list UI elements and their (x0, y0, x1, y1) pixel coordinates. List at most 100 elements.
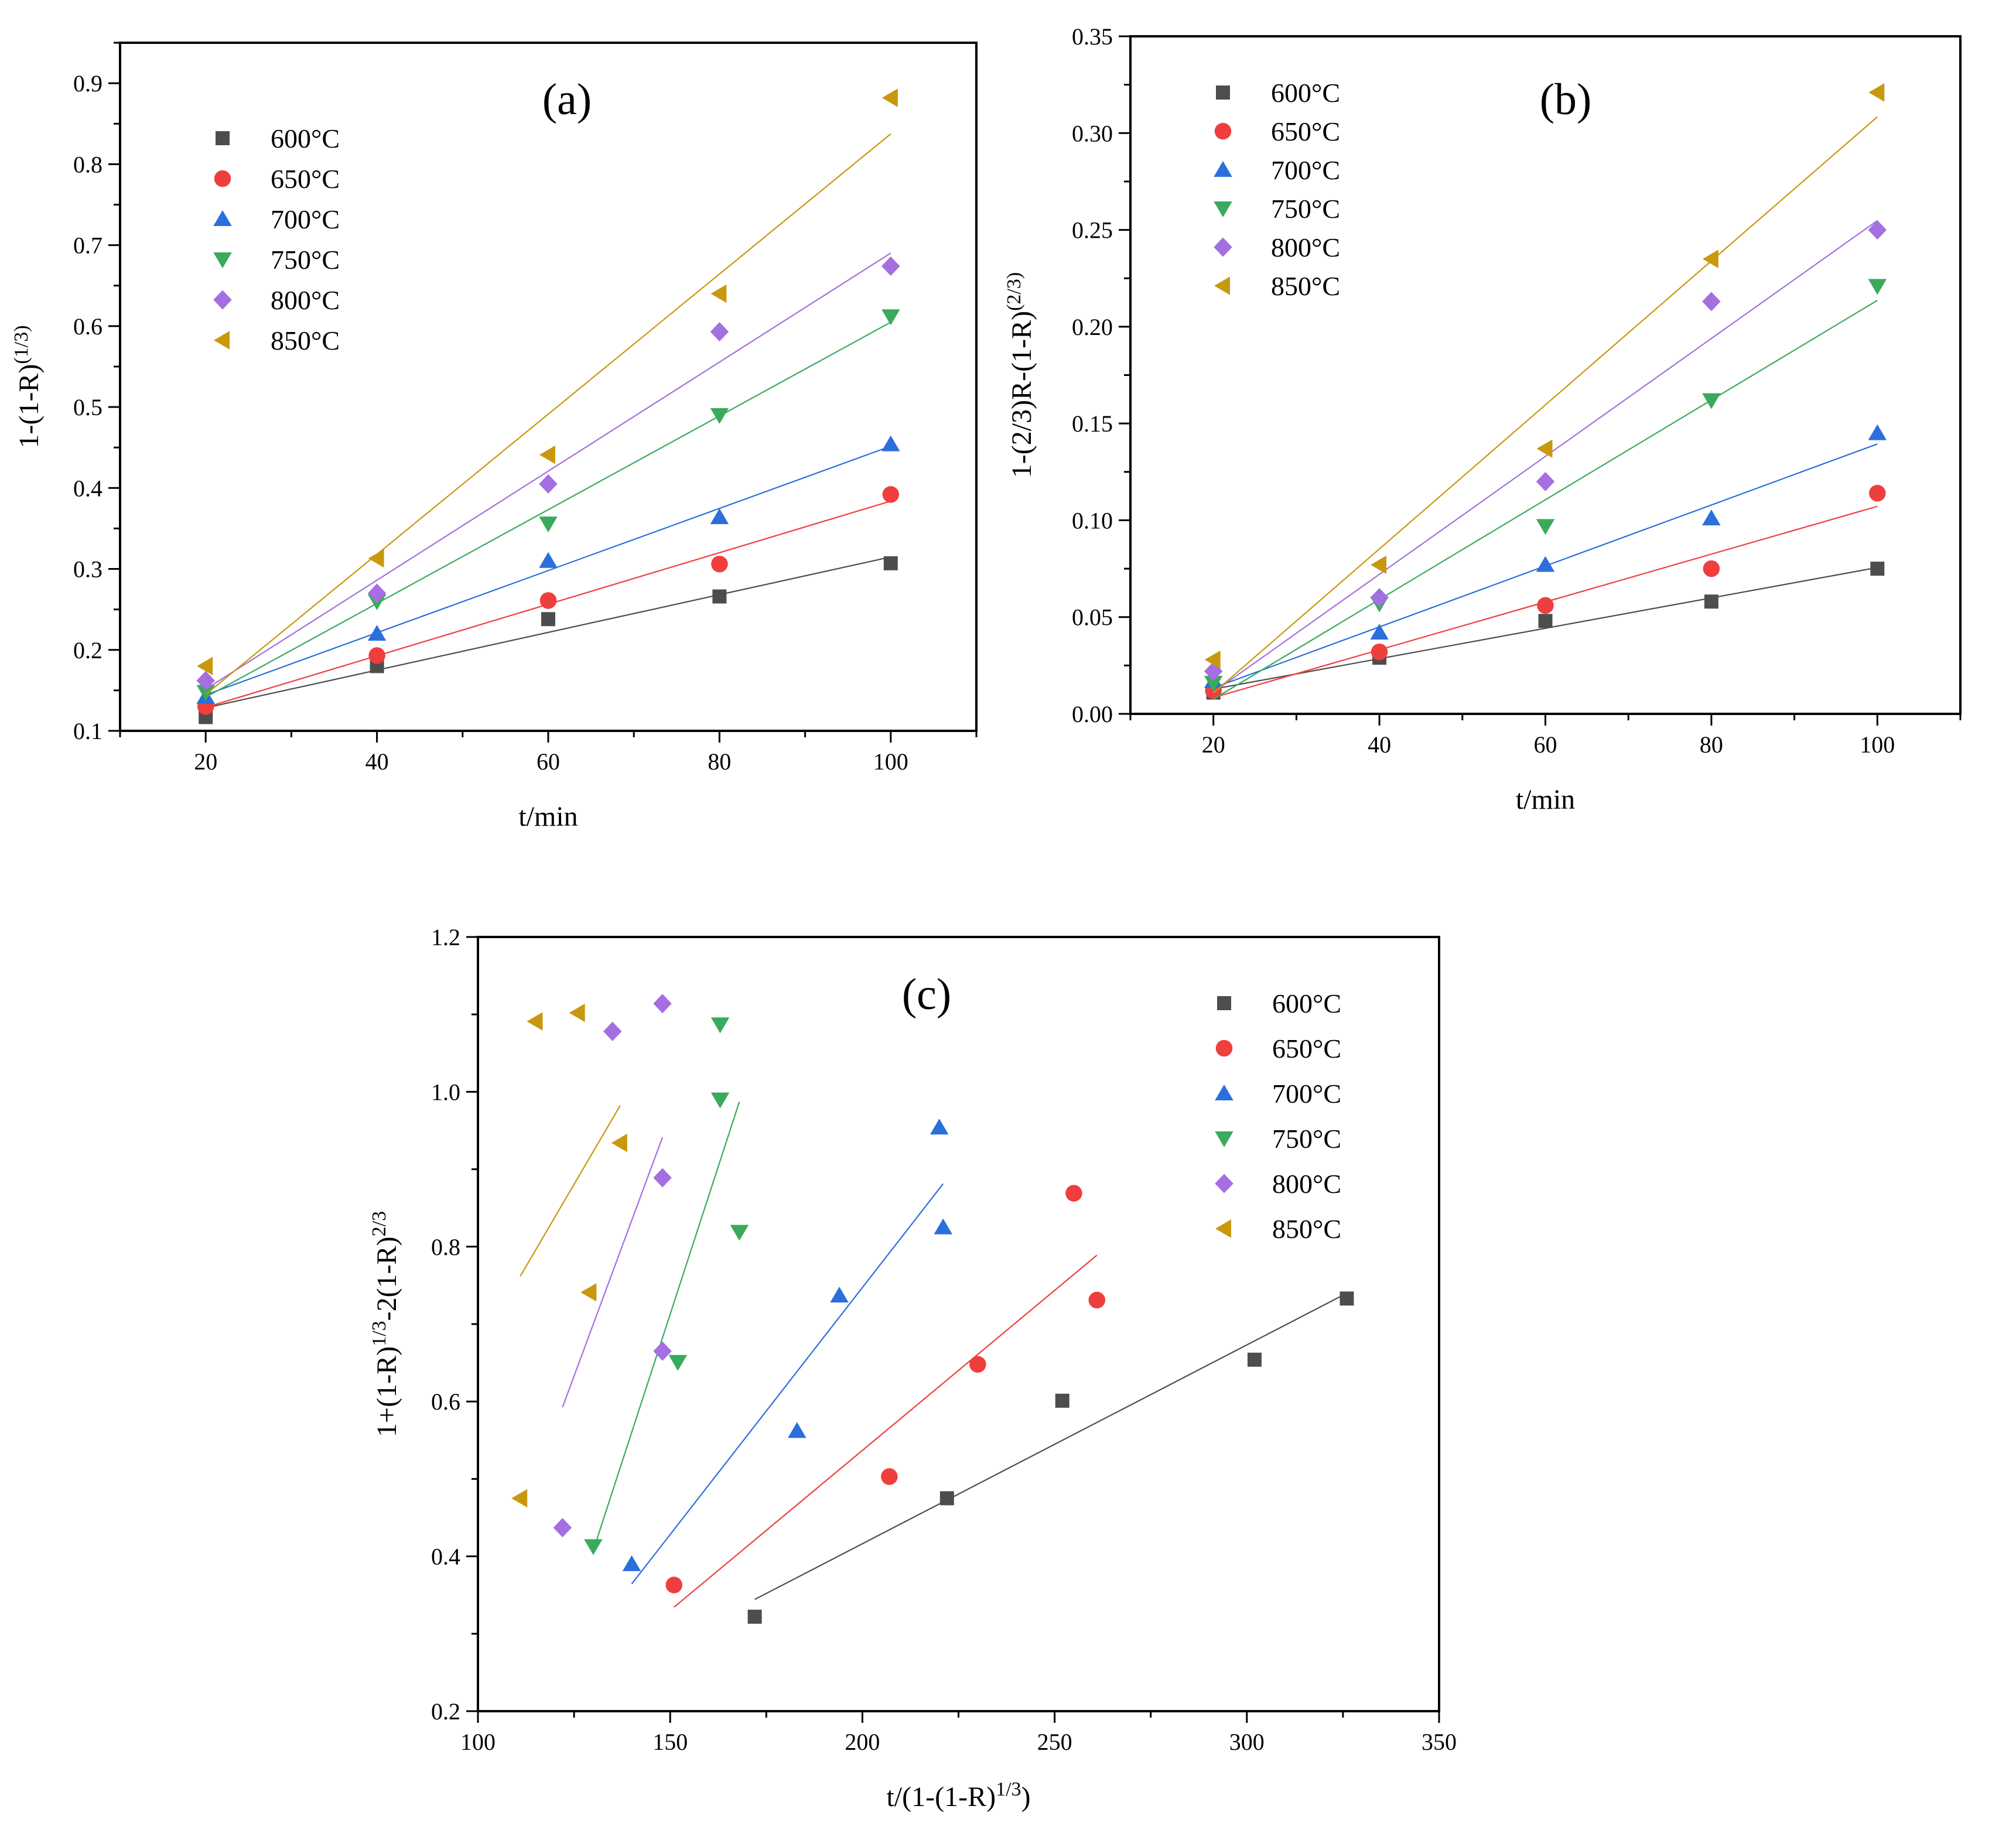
data-point (653, 1341, 672, 1361)
data-point (1869, 484, 1886, 502)
chart-panel-1: 20 40 60 80 100 0.1 0.2 0.3 0.4 0.5 0.6 0.7 0.8 0.9 t/… (11, 42, 978, 832)
fit-line (205, 133, 891, 695)
legend-marker (1216, 85, 1230, 100)
data-point (712, 589, 727, 604)
legend-marker (1215, 1039, 1233, 1057)
data-point (1702, 249, 1718, 268)
y-tick-label: 1.0 (431, 1079, 460, 1105)
legend-entry: 650°C (1271, 117, 1340, 146)
data-point (1204, 650, 1221, 669)
chart-panel-3: 100 150 200 250 300 350 0.2 0.4 0.6 0.8 1.0 1.2 t/(1… (368, 924, 1457, 1812)
data-point (539, 445, 555, 464)
data-point (883, 556, 898, 570)
data-point (1340, 1291, 1354, 1306)
data-point (788, 1422, 807, 1438)
legend-entry: 700°C (1271, 155, 1340, 185)
series-650 (665, 1185, 1106, 1608)
data-point (611, 1133, 627, 1152)
data-point (1247, 1352, 1262, 1367)
data-point (1702, 292, 1721, 312)
data-point (539, 552, 558, 568)
fit-line (674, 1254, 1098, 1608)
data-point (730, 1225, 749, 1241)
legend-marker (1215, 1219, 1231, 1238)
data-point (710, 322, 729, 341)
legend-entry: 800°C (1272, 1169, 1341, 1199)
series-850 (1204, 83, 1885, 694)
x-axis-label: t/min (518, 801, 578, 832)
x-tick-label: 200 (845, 1729, 880, 1755)
y-tick-label: 0.10 (1072, 507, 1113, 533)
data-point (197, 656, 213, 676)
y-tick-label: 1.2 (431, 924, 460, 950)
data-point (368, 647, 385, 664)
legend-marker (1215, 1085, 1233, 1100)
x-axis-label: t/min (1516, 784, 1575, 815)
data-point (1055, 1393, 1069, 1408)
x-tick-label: 100 (873, 748, 908, 775)
legend-entry: 700°C (271, 204, 340, 234)
y-tick-label: 0.20 (1072, 314, 1113, 340)
data-point (930, 1119, 949, 1135)
fit-line (520, 1105, 621, 1277)
y-tick-label: 0.15 (1072, 411, 1113, 437)
x-tick-label: 80 (708, 748, 731, 775)
legend-marker (1214, 122, 1232, 140)
legend-marker (1215, 1174, 1233, 1193)
legend-entry: 850°C (271, 326, 340, 355)
data-point (1703, 560, 1720, 577)
series-700 (622, 1119, 952, 1585)
fit-line (205, 322, 891, 698)
data-point (367, 625, 387, 641)
y-tick-label: 0.2 (73, 637, 102, 664)
data-point (1536, 439, 1553, 458)
y-tick-label: 0.6 (431, 1388, 460, 1415)
legend-entry: 600°C (1272, 989, 1341, 1018)
legend-marker (1214, 161, 1232, 177)
data-point (584, 1539, 603, 1555)
legend-marker (1217, 996, 1231, 1010)
x-tick-label: 60 (537, 748, 560, 775)
fit-line (1213, 299, 1878, 700)
data-point (1702, 393, 1721, 409)
data-point (1371, 643, 1388, 661)
data-point (1868, 424, 1887, 440)
data-point (1536, 471, 1555, 491)
legend-entry: 850°C (1272, 1214, 1341, 1244)
data-point (710, 408, 729, 424)
data-point (830, 1287, 849, 1303)
y-tick-label: 0.8 (431, 1234, 460, 1260)
y-axis-label: 1-(2/3)R-(1-R)(2/3) (1003, 272, 1038, 478)
fit-line (1213, 220, 1878, 693)
x-tick-label: 20 (194, 748, 217, 775)
panel-label: (b) (1540, 75, 1592, 124)
data-point (1371, 555, 1387, 574)
data-point (1536, 556, 1555, 572)
legend-entry: 750°C (1271, 194, 1340, 224)
legend-entry: 600°C (271, 124, 340, 153)
data-point (541, 612, 555, 627)
legend-marker (214, 170, 231, 187)
y-tick-label: 0.8 (73, 151, 102, 177)
x-tick-label: 300 (1229, 1729, 1265, 1755)
legend-entry: 750°C (271, 245, 340, 275)
series-800 (196, 252, 900, 690)
x-tick-label: 100 (1860, 731, 1895, 758)
series-600 (199, 556, 898, 724)
legend-entry: 650°C (1272, 1034, 1341, 1063)
series-700 (196, 435, 900, 704)
data-point (881, 256, 900, 276)
fit-line (592, 1102, 740, 1551)
data-point (539, 517, 558, 533)
legend-marker (1214, 276, 1230, 295)
legend-entry: 700°C (1272, 1079, 1341, 1109)
series-800 (553, 994, 672, 1538)
series-600 (747, 1291, 1354, 1624)
fit-line (754, 1292, 1347, 1600)
fit-line (631, 1183, 944, 1585)
panel-label: (c) (902, 970, 951, 1019)
data-point (1868, 220, 1887, 240)
data-point (1702, 509, 1721, 526)
data-point (1704, 594, 1718, 609)
y-tick-label: 0.3 (73, 556, 102, 583)
